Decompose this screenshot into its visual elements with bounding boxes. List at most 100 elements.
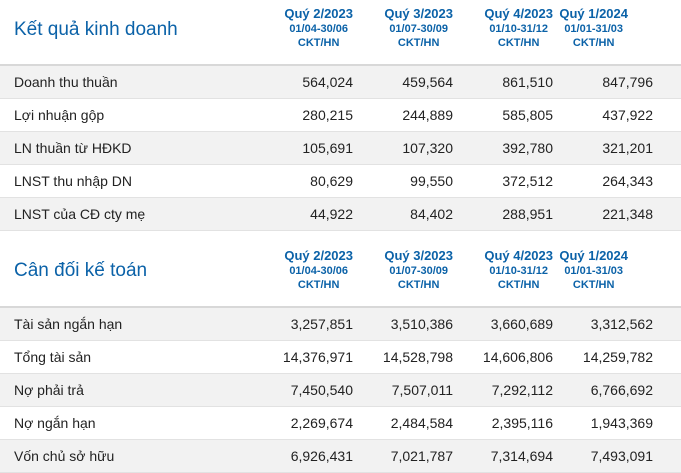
row-label: Tổng tài sản bbox=[14, 349, 92, 365]
row-value: 1,943,369 bbox=[590, 415, 653, 431]
table-row[interactable]: Doanh thu thuần 564,024 459,564 861,510 … bbox=[0, 66, 681, 99]
row-value: 7,292,112 bbox=[491, 382, 553, 398]
row-label: Nợ phải trả bbox=[14, 382, 84, 398]
column-unit: CKT/HN bbox=[497, 37, 540, 49]
row-value: 280,215 bbox=[302, 107, 353, 123]
column-unit: CKT/HN bbox=[572, 279, 615, 291]
column-date-range: 01/04-30/06 bbox=[289, 23, 349, 35]
column-quarter: Quý 1/2024 bbox=[559, 6, 628, 21]
row-value: 44,922 bbox=[310, 206, 353, 222]
row-value: 3,312,562 bbox=[590, 316, 653, 332]
balance-col-head-2[interactable]: Quý 4/2023 01/10-31/12 CKT/HN bbox=[453, 248, 553, 293]
business-results-title: Kết quả kinh doanh bbox=[14, 19, 178, 40]
row-label: Doanh thu thuần bbox=[14, 74, 118, 90]
row-value: 84,402 bbox=[410, 206, 453, 222]
row-value: 6,926,431 bbox=[290, 448, 353, 464]
row-label: Tài sản ngắn hạn bbox=[14, 316, 123, 332]
table-row[interactable]: LN thuần từ HĐKD 105,691 107,320 392,780… bbox=[0, 132, 681, 165]
column-unit: CKT/HN bbox=[297, 37, 340, 49]
column-quarter: Quý 1/2024 bbox=[559, 248, 628, 263]
column-quarter: Quý 4/2023 bbox=[484, 248, 553, 263]
row-value: 847,796 bbox=[602, 74, 653, 90]
column-unit: CKT/HN bbox=[397, 279, 440, 291]
row-value: 80,629 bbox=[310, 173, 353, 189]
table-row[interactable]: Tài sản ngắn hạn 3,257,851 3,510,386 3,6… bbox=[0, 308, 681, 341]
row-value: 7,450,540 bbox=[290, 382, 353, 398]
row-value: 321,201 bbox=[602, 140, 653, 156]
business-results-table: Doanh thu thuần 564,024 459,564 861,510 … bbox=[0, 64, 681, 231]
row-value: 7,314,694 bbox=[490, 448, 553, 464]
business-col-head-0[interactable]: Quý 2/2023 01/04-30/06 CKT/HN bbox=[253, 6, 353, 51]
row-value: 2,484,584 bbox=[390, 415, 453, 431]
table-row[interactable]: Vốn chủ sở hữu 6,926,431 7,021,787 7,314… bbox=[0, 440, 681, 473]
row-value: 264,343 bbox=[602, 173, 653, 189]
row-label: LNST của CĐ cty mẹ bbox=[14, 206, 146, 222]
row-label: LNST thu nhập DN bbox=[14, 173, 133, 189]
column-unit: CKT/HN bbox=[497, 279, 540, 291]
balance-sheet-table: Tài sản ngắn hạn 3,257,851 3,510,386 3,6… bbox=[0, 306, 681, 473]
column-quarter: Quý 3/2023 bbox=[384, 6, 453, 21]
business-results-header: Kết quả kinh doanh Quý 2/2023 01/04-30/0… bbox=[0, 6, 681, 64]
column-date-range: 01/07-30/09 bbox=[389, 23, 449, 35]
row-value: 288,951 bbox=[502, 206, 553, 222]
row-label: Nợ ngắn hạn bbox=[14, 415, 96, 431]
row-value: 107,320 bbox=[402, 140, 453, 156]
column-date-range: 01/04-30/06 bbox=[289, 265, 349, 277]
row-value: 7,507,011 bbox=[391, 382, 453, 398]
row-value: 2,269,674 bbox=[290, 415, 353, 431]
table-row[interactable]: LNST thu nhập DN 80,629 99,550 372,512 2… bbox=[0, 165, 681, 198]
row-value: 99,550 bbox=[410, 173, 453, 189]
business-results-section: Kết quả kinh doanh Quý 2/2023 01/04-30/0… bbox=[0, 0, 681, 231]
row-value: 3,660,689 bbox=[490, 316, 553, 332]
table-row[interactable]: Tổng tài sản 14,376,971 14,528,798 14,60… bbox=[0, 341, 681, 374]
row-value: 105,691 bbox=[302, 140, 353, 156]
column-date-range: 01/01-31/03 bbox=[564, 265, 624, 277]
table-row[interactable]: LNST của CĐ cty mẹ 44,922 84,402 288,951… bbox=[0, 198, 681, 231]
row-value: 7,493,091 bbox=[590, 448, 653, 464]
balance-sheet-title: Cân đối kế toán bbox=[14, 260, 148, 281]
row-value: 437,922 bbox=[602, 107, 653, 123]
row-value: 861,510 bbox=[502, 74, 553, 90]
row-value: 221,348 bbox=[602, 206, 653, 222]
column-date-range: 01/07-30/09 bbox=[389, 265, 449, 277]
row-value: 2,395,116 bbox=[491, 415, 553, 431]
column-quarter: Quý 3/2023 bbox=[384, 248, 453, 263]
row-value: 372,512 bbox=[502, 173, 553, 189]
row-value: 14,259,782 bbox=[582, 349, 653, 365]
table-row[interactable]: Lợi nhuận gộp 280,215 244,889 585,805 43… bbox=[0, 99, 681, 132]
column-quarter: Quý 4/2023 bbox=[484, 6, 553, 21]
row-value: 3,510,386 bbox=[390, 316, 453, 332]
column-date-range: 01/10-31/12 bbox=[489, 265, 549, 277]
business-col-head-2[interactable]: Quý 4/2023 01/10-31/12 CKT/HN bbox=[453, 6, 553, 51]
table-row[interactable]: Nợ phải trả 7,450,540 7,507,011 7,292,11… bbox=[0, 374, 681, 407]
balance-col-head-3[interactable]: Quý 1/2024 01/01-31/03 CKT/HN bbox=[553, 248, 628, 293]
row-value: 7,021,787 bbox=[390, 448, 453, 464]
row-label: Lợi nhuận gộp bbox=[14, 107, 105, 123]
business-col-head-1[interactable]: Quý 3/2023 01/07-30/09 CKT/HN bbox=[353, 6, 453, 51]
row-value: 244,889 bbox=[402, 107, 453, 123]
row-value: 564,024 bbox=[302, 74, 353, 90]
row-value: 14,376,971 bbox=[282, 349, 353, 365]
table-row[interactable]: Nợ ngắn hạn 2,269,674 2,484,584 2,395,11… bbox=[0, 407, 681, 440]
balance-col-head-0[interactable]: Quý 2/2023 01/04-30/06 CKT/HN bbox=[253, 248, 353, 293]
column-date-range: 01/10-31/12 bbox=[489, 23, 549, 35]
column-unit: CKT/HN bbox=[572, 37, 615, 49]
row-value: 3,257,851 bbox=[290, 316, 353, 332]
row-label: LN thuần từ HĐKD bbox=[14, 140, 132, 156]
column-quarter: Quý 2/2023 bbox=[284, 6, 353, 21]
row-value: 14,606,806 bbox=[482, 349, 553, 365]
column-unit: CKT/HN bbox=[297, 279, 340, 291]
column-quarter: Quý 2/2023 bbox=[284, 248, 353, 263]
column-unit: CKT/HN bbox=[397, 37, 440, 49]
balance-sheet-section: Cân đối kế toán Quý 2/2023 01/04-30/06 C… bbox=[0, 231, 681, 473]
row-value: 14,528,798 bbox=[382, 349, 453, 365]
balance-col-head-1[interactable]: Quý 3/2023 01/07-30/09 CKT/HN bbox=[353, 248, 453, 293]
row-value: 585,805 bbox=[502, 107, 553, 123]
business-col-head-3[interactable]: Quý 1/2024 01/01-31/03 CKT/HN bbox=[553, 6, 628, 51]
row-value: 392,780 bbox=[502, 140, 553, 156]
row-value: 459,564 bbox=[402, 74, 453, 90]
row-label: Vốn chủ sở hữu bbox=[14, 448, 115, 464]
row-value: 6,766,692 bbox=[590, 382, 653, 398]
column-date-range: 01/01-31/03 bbox=[564, 23, 624, 35]
balance-sheet-header: Cân đối kế toán Quý 2/2023 01/04-30/06 C… bbox=[0, 248, 681, 306]
